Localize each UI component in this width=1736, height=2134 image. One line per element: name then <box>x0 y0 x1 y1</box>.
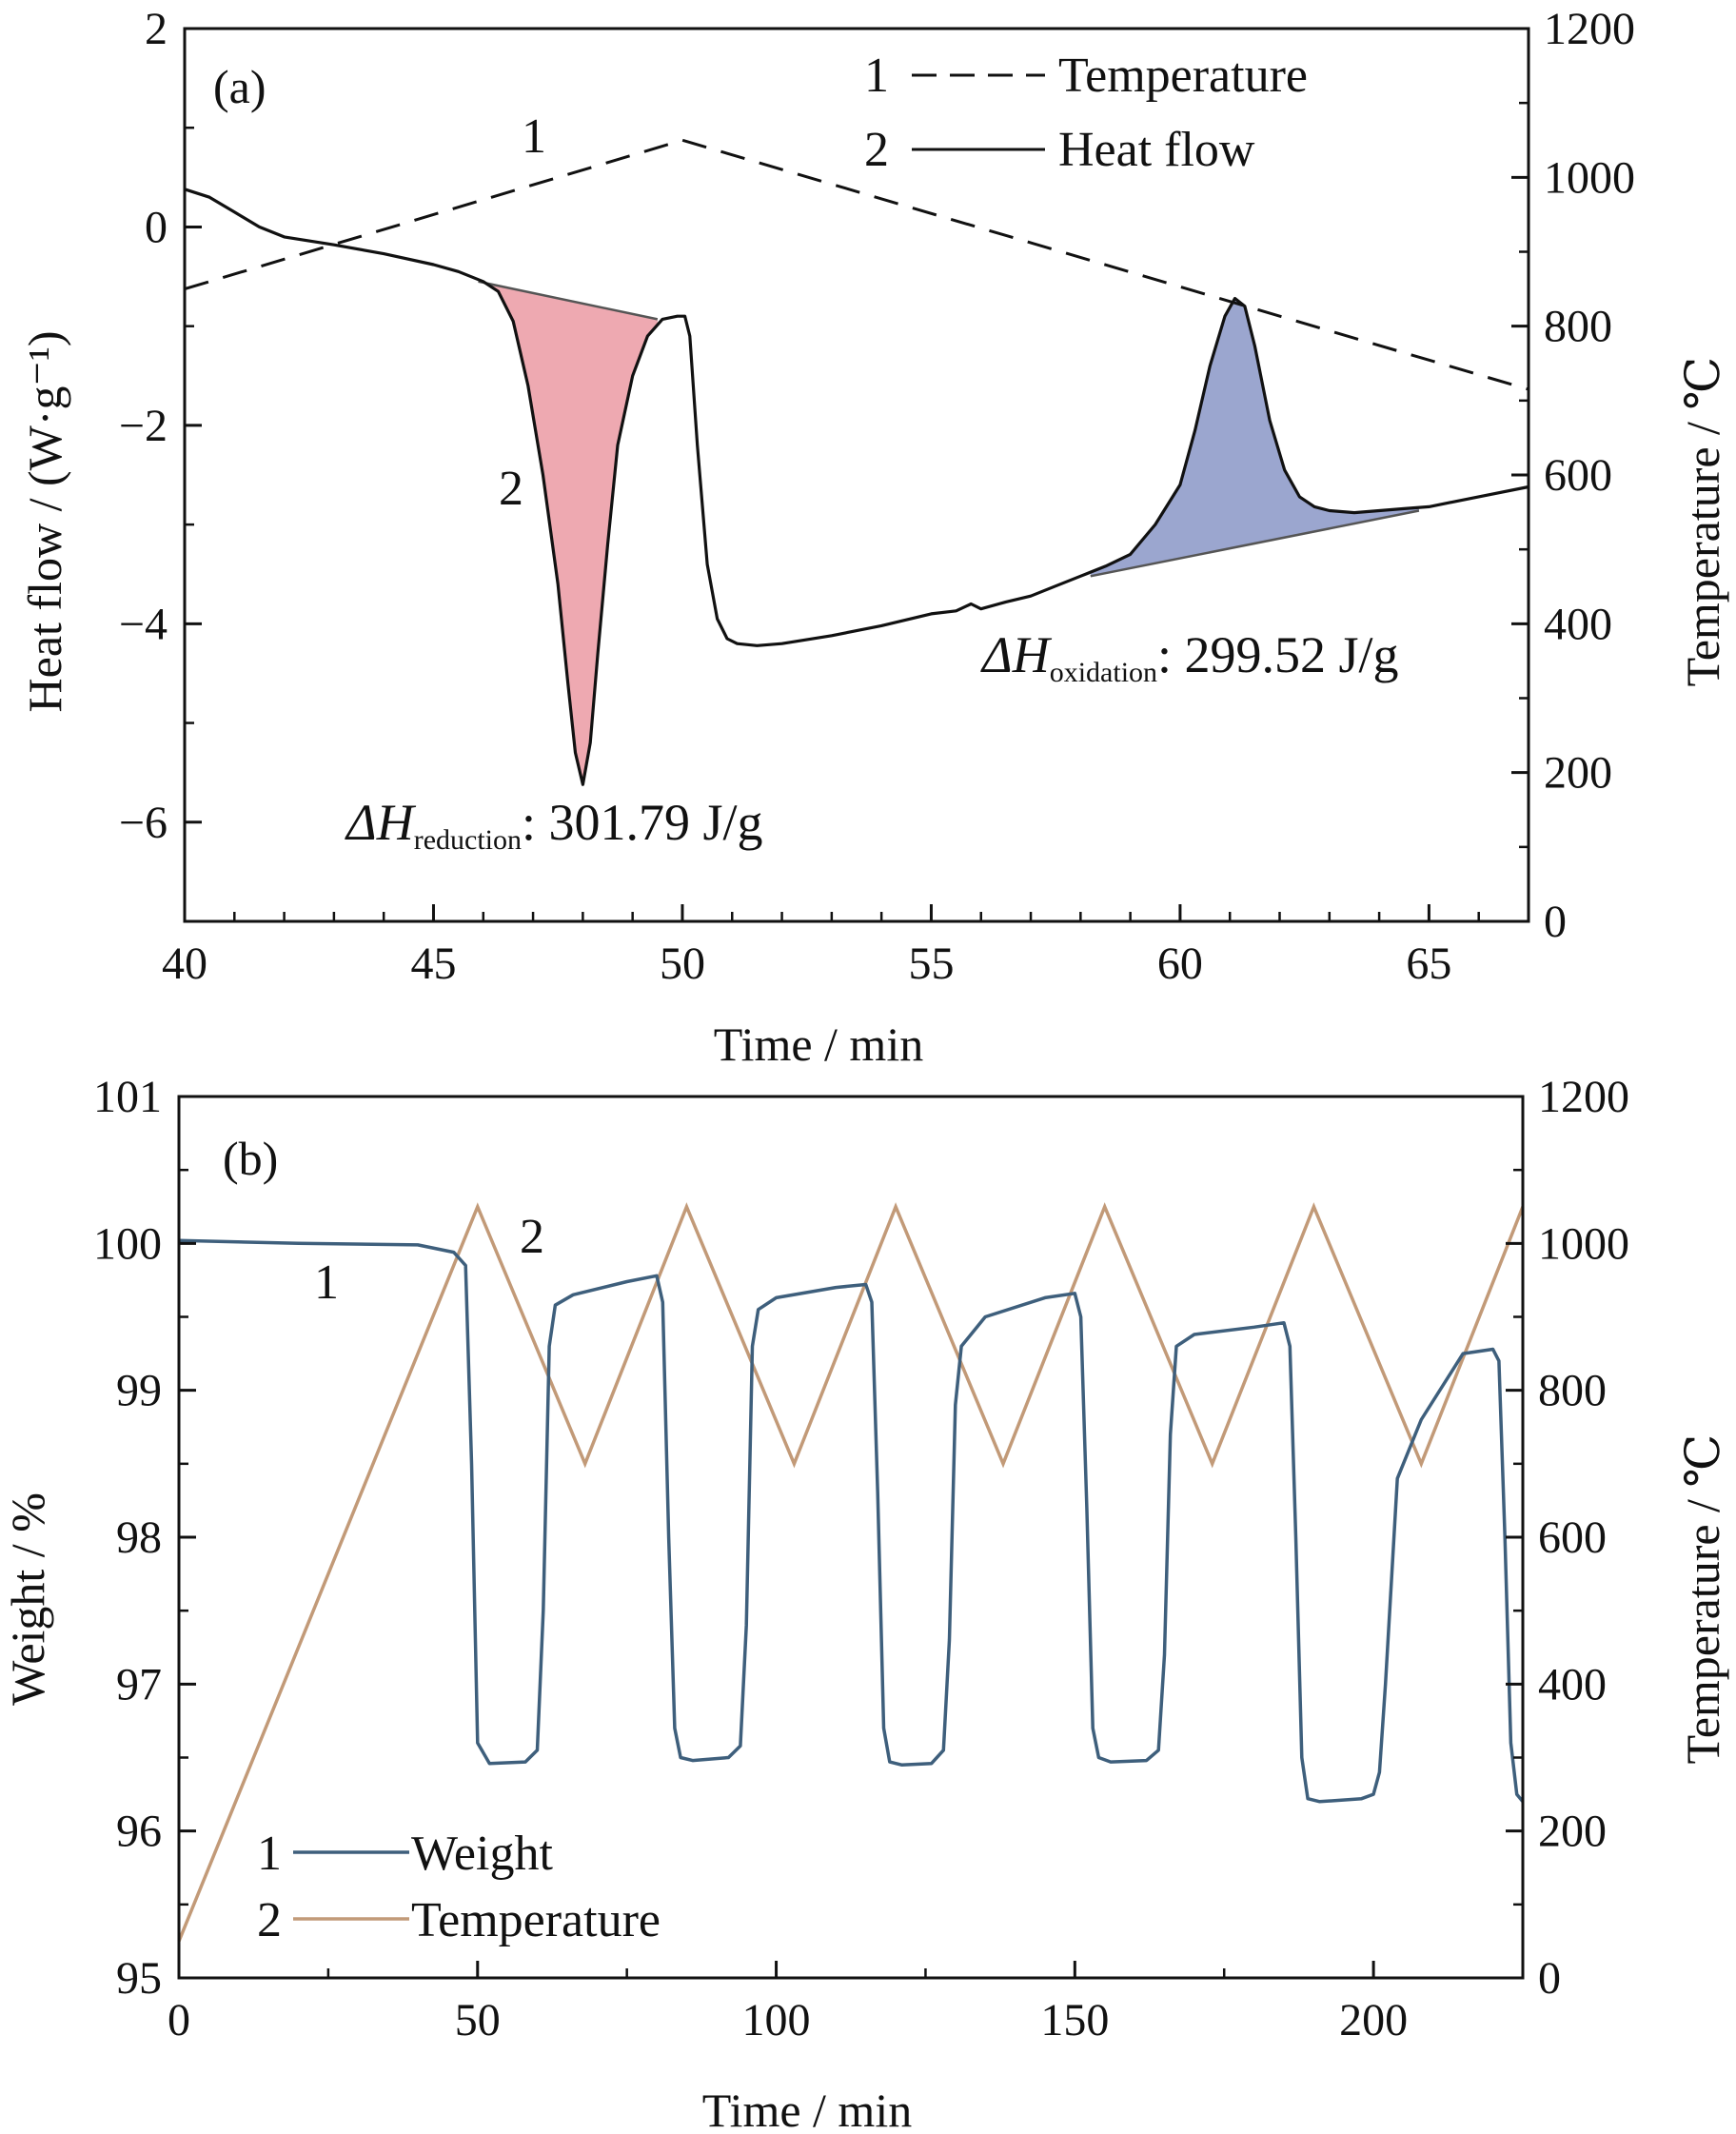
b-legend-weight-number: 1 <box>257 1827 282 1881</box>
b-y2-tick-label: 0 <box>1538 1953 1561 2004</box>
b-y2-tick-label: 400 <box>1538 1659 1607 1709</box>
b-x-tick-label: 200 <box>1339 1995 1408 2045</box>
a-annotation-reduction-delta: ΔH <box>345 794 417 851</box>
a-legend-temperature-number: 1 <box>864 49 889 103</box>
b-y-tick-label: 100 <box>93 1218 162 1269</box>
a-temperature-line <box>184 138 1529 391</box>
b-weight-line <box>178 1238 1525 1804</box>
b-y2-axis-label: Temperature / ℃ <box>1676 1434 1729 1765</box>
a-oxidation-peak-area <box>1090 298 1419 577</box>
a-x-tick-label: 40 <box>162 939 207 989</box>
a-y2-tick-label: 200 <box>1544 748 1612 799</box>
b-y2-tick-label: 1000 <box>1538 1218 1629 1269</box>
b-y2-tick-label: 600 <box>1538 1512 1607 1563</box>
a-y2-tick-label: 1200 <box>1544 4 1635 54</box>
a-y2-tick-label: 0 <box>1544 897 1567 947</box>
b-series-lines <box>177 1202 1525 1943</box>
a-oxidation-baseline <box>1090 509 1420 578</box>
b-y-tick-label: 97 <box>116 1659 162 1709</box>
a-y2-tick-label: 600 <box>1544 450 1612 501</box>
a-legend-heatflow-label: Heat flow <box>1058 123 1255 177</box>
a-annotation-oxidation-value: : 299.52 J/g <box>1157 626 1399 683</box>
a-y-tick-label: −2 <box>119 401 168 451</box>
b-legend-weight-label: Weight <box>411 1827 553 1881</box>
a-y2-tick-label: 1000 <box>1544 152 1635 203</box>
b-y-tick-label: 95 <box>116 1953 162 2004</box>
b-x-tick-label: 50 <box>455 1995 501 2045</box>
b-x-tick-label: 150 <box>1040 1995 1109 2045</box>
a-curve-label-1: 1 <box>522 109 546 164</box>
a-y-tick-label: 0 <box>145 202 168 252</box>
a-annotation-reduction: ΔHreduction: 301.79 J/g <box>345 794 763 856</box>
a-x-axis-label: Time / min <box>714 1018 923 1071</box>
a-y2-tick-label: 800 <box>1544 302 1612 352</box>
a-annotation-oxidation-delta: ΔH <box>980 626 1053 683</box>
b-y-tick-label: 96 <box>116 1807 162 1857</box>
a-peak-area-fills <box>478 279 1420 785</box>
b-y2-tick-label: 800 <box>1538 1366 1607 1416</box>
b-legend-temperature-number: 2 <box>257 1893 282 1947</box>
a-x-tick-label: 60 <box>1157 939 1203 989</box>
b-y-tick-label: 99 <box>116 1366 162 1416</box>
a-y-axis-label: Heat flow / (W·g⁻¹) <box>18 331 71 713</box>
a-annotation-oxidation: ΔHoxidation: 299.52 J/g <box>980 626 1399 688</box>
b-temperature-line <box>177 1202 1525 1943</box>
a-x-tick-label: 55 <box>908 939 954 989</box>
a-y2-axis-label: Temperature / ℃ <box>1676 357 1729 687</box>
a-y-tick-label: −6 <box>119 798 168 848</box>
panel-b: 0 50 100 150 2001011009998979695120010008006… <box>1 1072 1729 2134</box>
a-series-lines <box>184 138 1529 786</box>
panel-a: 40 45 50 55 60 65 2 0 −2 −4 −6 1200 1000 800 600 400 200… <box>18 4 1729 1071</box>
b-y-axis-label: Weight / % <box>1 1492 54 1706</box>
a-panel-label: (a) <box>213 60 266 113</box>
a-annotation-reduction-value: : 301.79 J/g <box>522 794 763 851</box>
b-x-tick-label: 0 <box>168 1995 190 2045</box>
a-annotation-reduction-subscript: reduction <box>414 824 522 856</box>
b-y-tick-label: 101 <box>93 1072 162 1122</box>
b-panel-label: (b) <box>223 1132 278 1185</box>
b-x-tick-label: 100 <box>742 1995 811 2045</box>
a-y2-tick-label: 400 <box>1544 599 1612 649</box>
a-x-tick-label: 45 <box>410 939 456 989</box>
a-y-tick-label: 2 <box>145 4 168 54</box>
a-heat-flow-line <box>184 188 1529 786</box>
a-reduction-peak-area <box>478 279 658 785</box>
a-annotation-oxidation-subscript: oxidation <box>1050 657 1157 688</box>
a-legend-temperature-label: Temperature <box>1058 49 1308 103</box>
a-curve-label-2: 2 <box>499 462 523 516</box>
a-reduction-baseline <box>478 280 659 321</box>
b-curve-label-2: 2 <box>520 1210 544 1264</box>
b-y2-tick-label: 1200 <box>1538 1072 1629 1122</box>
a-legend-heatflow-number: 2 <box>864 123 889 177</box>
b-x-axis-label: Time / min <box>702 2084 912 2134</box>
a-x-tick-label: 65 <box>1406 939 1451 989</box>
a-x-tick-label: 50 <box>660 939 705 989</box>
b-legend-temperature-label: Temperature <box>411 1893 661 1947</box>
b-legend: 1 Weight 2 Temperature <box>257 1827 661 1947</box>
a-y-tick-label: −4 <box>119 599 168 649</box>
b-axes: 0 50 100 150 2001011009998979695120010008006… <box>93 1072 1629 2045</box>
a-axes: 40 45 50 55 60 65 2 0 −2 −4 −6 1200 1000 800 600 400 200… <box>119 4 1635 989</box>
b-curve-label-1: 1 <box>314 1255 339 1310</box>
a-legend: 1 Temperature 2 Heat flow <box>864 49 1308 177</box>
b-y-tick-label: 98 <box>116 1512 162 1563</box>
b-y2-tick-label: 200 <box>1538 1807 1607 1857</box>
